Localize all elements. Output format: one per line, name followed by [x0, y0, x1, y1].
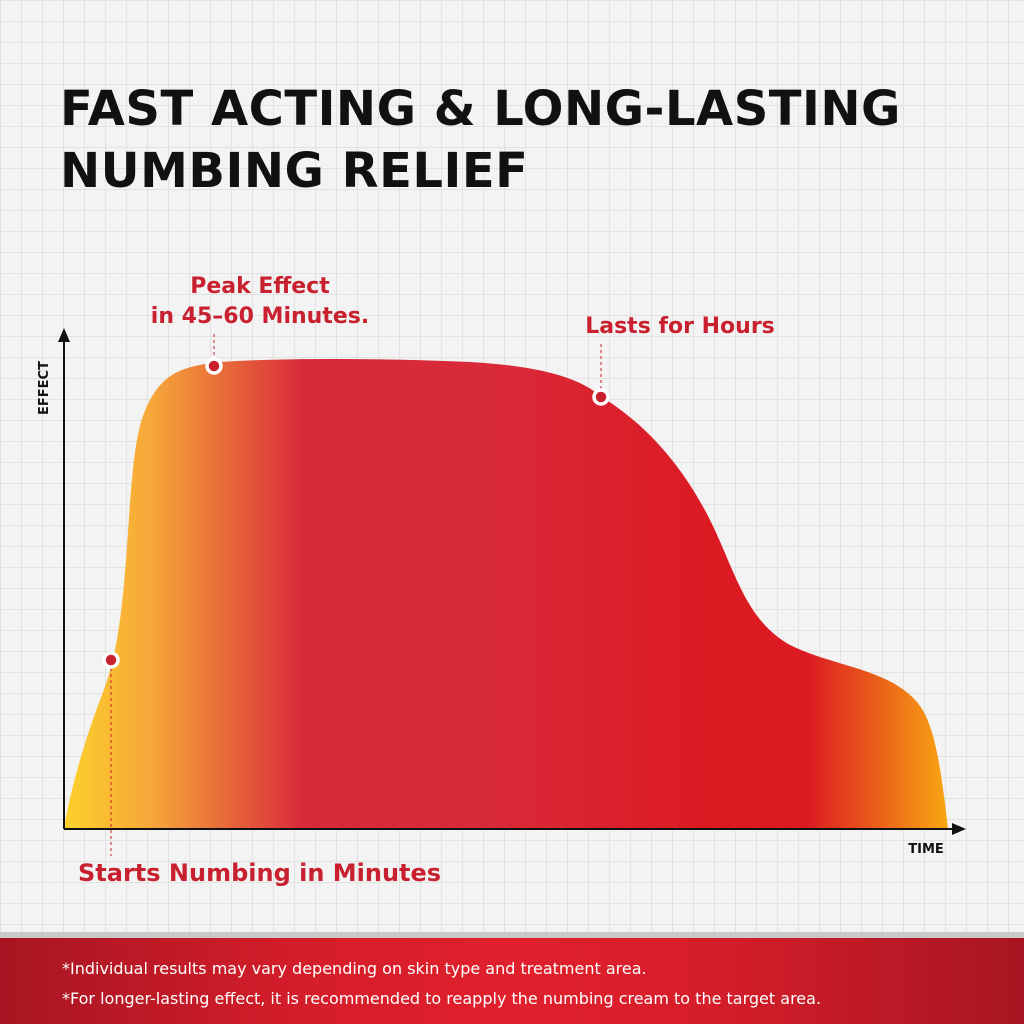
start-marker: [102, 651, 120, 669]
disclaimer-note-1: *Individual results may vary depending o…: [62, 959, 647, 978]
lasts-for-hours-annotation: Lasts for Hours: [585, 314, 775, 339]
title-line-1: FAST ACTING & LONG-LASTING: [60, 81, 901, 137]
x-axis-arrow: [952, 823, 966, 835]
starts-numbing-annotation: Starts Numbing in Minutes: [78, 859, 442, 887]
y-axis-arrow: [58, 328, 70, 342]
title-line-2: NUMBING RELIEF: [60, 143, 529, 199]
disclaimer-note-2: *For longer-lasting effect, it is recomm…: [62, 989, 822, 1008]
disclaimer-footer: *Individual results may vary depending o…: [0, 938, 1024, 1024]
peak-label-line-2: in 45–60 Minutes.: [150, 304, 370, 329]
y-axis-label: EFFECT: [37, 361, 52, 415]
peak-effect-annotation: Peak Effect in 45–60 Minutes.: [110, 272, 410, 332]
effect-area: [64, 359, 948, 829]
lasts-marker: [592, 388, 610, 406]
x-axis-label: TIME: [908, 842, 944, 857]
page-title: FAST ACTING & LONG-LASTING NUMBING RELIE…: [60, 78, 901, 202]
peak-label-line-1: Peak Effect: [190, 274, 330, 299]
peak-marker: [205, 357, 223, 375]
